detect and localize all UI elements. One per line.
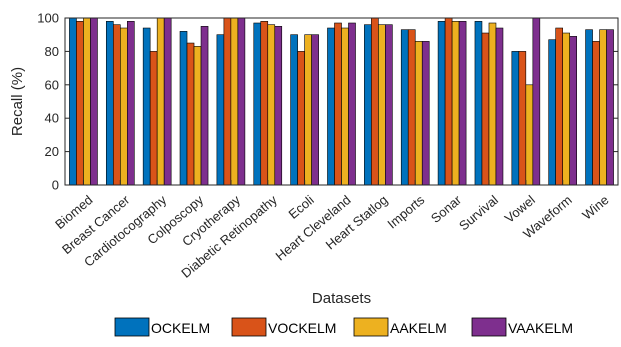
bar-ockelm-cardiotocography	[142, 27, 151, 186]
bar-vockelm-sonar	[444, 17, 453, 186]
bar-vockelm-survival	[481, 32, 490, 186]
y-tick-label: 40	[45, 111, 59, 126]
bar-aakelm-waveform	[562, 32, 571, 186]
bar-ockelm-ecoli	[290, 34, 298, 186]
bar-ockelm-sonar	[437, 21, 446, 186]
bar-vaakelm-cryotherapy	[237, 17, 246, 186]
bar-ockelm-breast-cancer	[105, 21, 114, 186]
legend-label-vockelm: VOCKELM	[268, 320, 336, 336]
bar-vaakelm-imports	[421, 41, 430, 186]
bar-aakelm-cryotherapy	[230, 17, 239, 186]
bar-vaakelm-survival	[495, 27, 504, 186]
bar-ockelm-imports	[400, 29, 409, 186]
bar-vaakelm-biomed	[90, 17, 98, 186]
bar-vaakelm-wine	[606, 29, 614, 186]
bar-vaakelm-ecoli	[311, 34, 319, 186]
bar-vaakelm-heart-cleveland	[348, 22, 356, 186]
x-axis-title: Datasets	[312, 290, 371, 307]
bar-vaakelm-breast-cancer	[127, 21, 135, 186]
bar-vockelm-heart-statlog	[371, 17, 379, 186]
bar-ockelm-diabetic-retinopathy	[253, 22, 262, 186]
bar-vockelm-breast-cancer	[113, 24, 121, 186]
bar-aakelm-colposcopy	[193, 46, 202, 186]
bar-aakelm-sonar	[451, 21, 460, 186]
bar-vaakelm-cardiotocography	[163, 17, 172, 186]
bar-vockelm-ecoli	[297, 51, 305, 186]
bar-vockelm-cryotherapy	[223, 17, 232, 186]
legend-swatch-ockelm	[114, 317, 150, 337]
bar-vaakelm-heart-statlog	[385, 24, 393, 186]
bar-ockelm-colposcopy	[179, 31, 188, 186]
bar-aakelm-diabetic-retinopathy	[267, 24, 276, 186]
bar-vaakelm-waveform	[569, 36, 578, 186]
bar-vaakelm-colposcopy	[200, 26, 209, 186]
legend-swatch-vockelm	[231, 317, 267, 337]
bar-aakelm-cardiotocography	[156, 17, 165, 186]
bar-vockelm-biomed	[76, 21, 84, 186]
legend-label-vaakelm: VAAKELM	[508, 320, 573, 336]
bar-vaakelm-sonar	[458, 21, 467, 186]
bar-vaakelm-vowel	[532, 17, 541, 186]
bar-vockelm-heart-cleveland	[334, 22, 342, 186]
y-tick-label: 20	[45, 144, 59, 159]
bar-ockelm-biomed	[69, 17, 77, 186]
bar-aakelm-heart-statlog	[378, 24, 386, 186]
y-axis: 0 20 40 60 80 100	[37, 11, 618, 193]
bar-aakelm-ecoli	[304, 34, 312, 186]
legend-label-aakelm: AAKELM	[390, 320, 447, 336]
bar-ockelm-heart-statlog	[364, 24, 372, 186]
y-axis-title: Recall (%)	[9, 67, 26, 136]
y-tick-label: 60	[45, 77, 59, 92]
bar-ockelm-survival	[474, 21, 483, 186]
bar-vockelm-diabetic-retinopathy	[260, 21, 269, 186]
bar-aakelm-wine	[599, 29, 607, 186]
bar-aakelm-imports	[414, 41, 423, 186]
legend-label-ockelm: OCKELM	[151, 320, 210, 336]
legend-swatch-aakelm	[353, 317, 389, 337]
bar-ockelm-heart-cleveland	[327, 27, 335, 186]
bar-ockelm-cryotherapy	[216, 34, 225, 186]
bar-aakelm-heart-cleveland	[341, 27, 349, 186]
bar-ockelm-vowel	[511, 51, 520, 186]
bar-ockelm-wine	[585, 29, 593, 186]
bar-vockelm-cardiotocography	[149, 51, 158, 186]
y-tick-label: 100	[37, 11, 59, 26]
bar-vockelm-colposcopy	[186, 42, 195, 186]
y-tick-label: 80	[45, 44, 59, 59]
bar-vockelm-imports	[407, 29, 416, 186]
bar-vockelm-vowel	[518, 51, 527, 186]
bar-aakelm-survival	[488, 22, 497, 186]
bar-aakelm-biomed	[83, 17, 91, 186]
bar-vockelm-waveform	[555, 27, 564, 186]
y-tick-label: 0	[52, 178, 59, 193]
legend-swatch-vaakelm	[471, 317, 507, 337]
bar-vockelm-wine	[592, 41, 600, 186]
bar-ockelm-waveform	[548, 39, 556, 186]
bar-aakelm-breast-cancer	[120, 27, 128, 186]
bar-aakelm-vowel	[525, 84, 534, 186]
bar-vaakelm-diabetic-retinopathy	[274, 26, 283, 186]
legend: OCKELM VOCKELM AAKELM VAAKELM	[114, 317, 573, 337]
